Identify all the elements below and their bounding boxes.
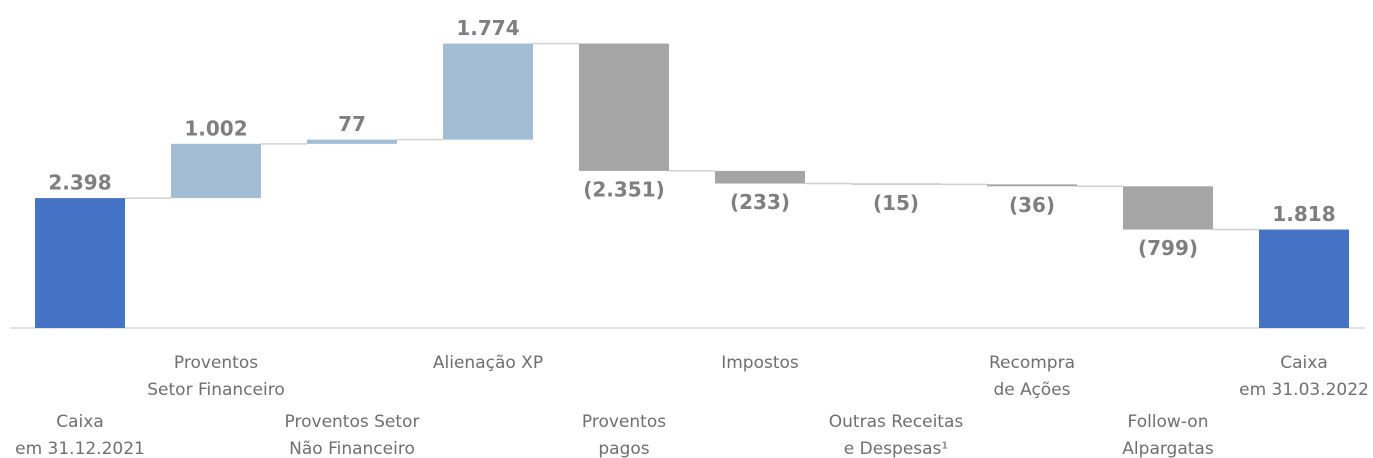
bar xyxy=(1123,186,1213,230)
bar xyxy=(579,43,669,171)
category-label: Recompra xyxy=(989,353,1075,373)
value-label: (799) xyxy=(1138,236,1198,260)
value-label: 1.818 xyxy=(1272,202,1335,226)
bar xyxy=(715,170,805,184)
bar xyxy=(851,183,941,185)
category-label: Caixa xyxy=(1280,353,1328,373)
value-label: 1.002 xyxy=(184,116,247,140)
bar xyxy=(987,184,1077,187)
category-label: em 31.12.2021 xyxy=(15,439,145,458)
value-label: (36) xyxy=(1009,193,1055,217)
value-label: 77 xyxy=(338,112,366,136)
bar xyxy=(35,198,125,328)
category-label: Setor Financeiro xyxy=(147,380,285,400)
category-label: Impostos xyxy=(721,353,799,373)
category-label: de Ações xyxy=(993,380,1070,400)
category-label: Proventos Setor xyxy=(285,412,420,432)
category-label: Proventos xyxy=(174,353,258,373)
category-label: Caixa xyxy=(56,412,104,432)
category-label: Alienação XP xyxy=(433,353,543,373)
value-label: (15) xyxy=(873,191,919,215)
category-label: Proventos xyxy=(582,412,666,432)
value-label: 2.398 xyxy=(48,171,111,195)
value-label: (233) xyxy=(730,190,790,214)
value-label: (2.351) xyxy=(583,177,665,201)
category-label: Alpargatas xyxy=(1122,439,1214,458)
category-label: Follow-on xyxy=(1128,412,1209,432)
bar xyxy=(171,143,261,199)
value-label: 1.774 xyxy=(456,16,519,40)
category-label: Outras Receitas xyxy=(829,412,964,432)
bar xyxy=(1259,229,1349,328)
category-label: em 31.03.2022 xyxy=(1239,380,1369,400)
category-label: e Despesas¹ xyxy=(844,439,948,458)
category-label: pagos xyxy=(598,439,649,458)
bar xyxy=(307,139,397,144)
bar xyxy=(443,43,533,140)
category-label: Não Financeiro xyxy=(289,439,415,458)
